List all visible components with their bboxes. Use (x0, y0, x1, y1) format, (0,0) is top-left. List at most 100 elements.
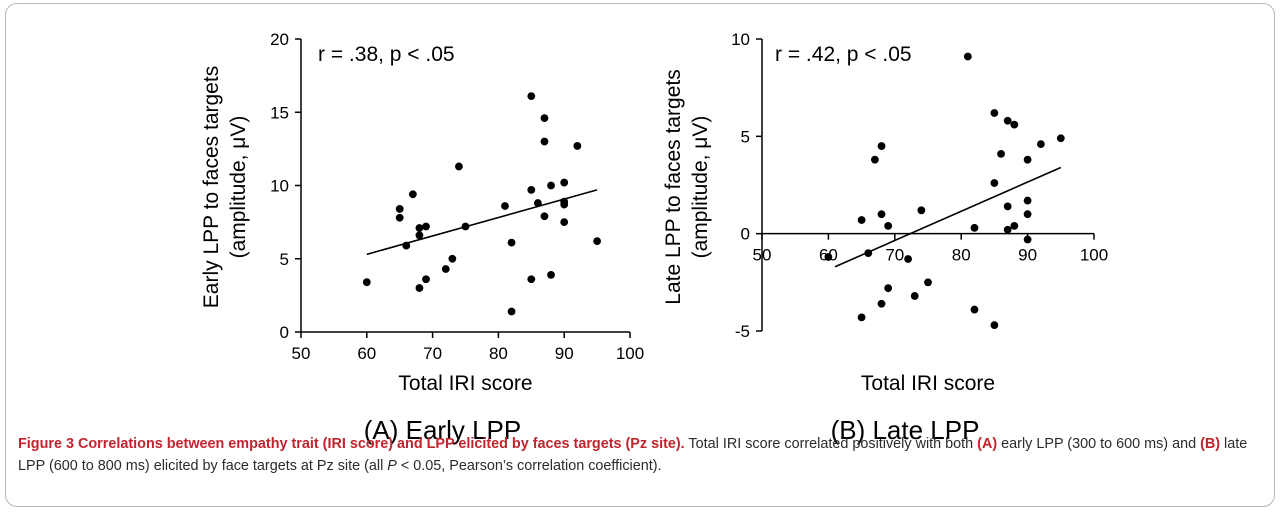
panel-b-x-tick-label: 90 (1018, 246, 1037, 265)
panel-b-label: (B) Late LPP (831, 415, 980, 445)
panel-b-data-point (877, 299, 886, 308)
panel-a-data-point (395, 205, 404, 213)
panel-a-data-point (527, 275, 536, 284)
panel-b-data-point (990, 109, 999, 117)
panel-b-data-point (884, 221, 893, 230)
panel-b-data-point (1023, 196, 1032, 205)
panel-b-y-tick-label: 5 (741, 127, 750, 146)
panel-b-x-tick-label: 80 (952, 246, 971, 265)
panel-b-data-point (970, 223, 979, 232)
panel-a-x-tick-label: 100 (616, 344, 644, 363)
panel-a-data-point (527, 92, 536, 101)
panel-a-y-tick-label: 20 (270, 30, 289, 49)
panel-a-y-tick-label: 15 (270, 103, 289, 122)
panel-b-annotation: r = .42, p < .05 (775, 43, 912, 66)
panel-a-x-tick-label: 60 (357, 344, 376, 363)
panel-b-data-point (970, 305, 979, 314)
caption-ref-a: (A) (977, 436, 998, 452)
panel-a-data-point (408, 190, 417, 199)
panel-b-data-point (1003, 225, 1012, 234)
panel-b-data-point (857, 216, 866, 224)
panel-b-data-point (864, 249, 873, 258)
panel-a-data-point (402, 241, 411, 250)
panel-a-data-point (540, 137, 549, 146)
panel-a-data-point (422, 275, 430, 284)
panel-a-data-point (415, 231, 424, 240)
panel-a-data-point (547, 270, 555, 279)
panel-a-data-point (507, 238, 516, 247)
panel-a-data-point (415, 284, 424, 292)
panel-b-data-point (1056, 134, 1065, 143)
panel-a-data-point (560, 178, 569, 187)
panel-b-x-tick-label: 70 (885, 246, 904, 265)
panel-b-data-point (877, 142, 886, 150)
panel-b-data-point (997, 149, 1005, 158)
panel-b-data-point (963, 52, 972, 61)
panel-b-data-point (870, 155, 879, 164)
panel-a-data-point (441, 265, 450, 273)
panel-b-data-point (824, 253, 833, 261)
panel-b-data-point (1036, 140, 1045, 149)
panel-b-y-tick-label: 0 (741, 225, 750, 244)
caption-text-1: Total IRI score correlated positively wi… (684, 436, 978, 452)
panel-a-x-tick-label: 70 (423, 344, 442, 363)
figure-caption: Figure 3 Correlations between empathy tr… (18, 433, 1266, 477)
panel-b-y-tick-label: -5 (735, 322, 750, 341)
panel-b-data-point (904, 255, 912, 263)
panel-b-data-point (1003, 202, 1012, 211)
panel-a-data-point (415, 224, 424, 232)
panel-a-data-point (507, 307, 516, 316)
panel-a-data-point (573, 142, 582, 150)
panel-a-data-point (455, 162, 463, 171)
panel-b-data-point (1023, 235, 1032, 244)
caption-ref-b: (B) (1200, 436, 1221, 452)
panel-b-y-axis-title-2: (amplitude, μV) (689, 116, 712, 259)
panel-a-data-point (395, 213, 404, 222)
panel-b-data-point (990, 321, 999, 330)
panel-a-data-point (422, 222, 430, 231)
panel-a-data-point (547, 181, 555, 190)
panel-b-x-tick-label: 100 (1080, 246, 1108, 265)
caption-text-3: late LPP (600 to 800 ms) elicited by fac… (18, 436, 1248, 474)
panel-b-trendline (834, 166, 1062, 268)
panel-a-data-point (540, 212, 549, 221)
panel-a-data-point (362, 278, 371, 287)
panel-a-data-point (527, 185, 536, 194)
panel-b-x-tick-label: 50 (753, 246, 772, 265)
panel-a-x-tick-label: 90 (555, 344, 574, 363)
panel-a-data-point (448, 254, 457, 263)
panel-b-data-point (1023, 155, 1032, 164)
panel-b-data-point (1003, 116, 1012, 125)
panel-a-y-axis-title-2: (amplitude, μV) (227, 116, 250, 259)
panel-b-data-point (1010, 120, 1019, 129)
panel-a-data-point (533, 199, 542, 207)
panel-a-data-point (560, 200, 569, 209)
panel-a-label: (A) Early LPP (364, 415, 522, 445)
figure-frame (5, 3, 1275, 507)
panel-a-y-tick-label: 0 (280, 323, 289, 342)
panel-b-x-axis-title: Total IRI score (861, 372, 995, 395)
caption-p-symbol: P (387, 458, 397, 474)
panel-b-data-point (877, 210, 886, 219)
panel-a-y-tick-label: 5 (280, 250, 289, 269)
panel-a-y-tick-label: 10 (270, 177, 289, 196)
panel-a-y-axis-title-1: Early LPP to faces targets (200, 66, 223, 308)
panel-a-x-axis-title: Total IRI score (398, 372, 532, 395)
caption-title: Figure 3 Correlations between empathy tr… (18, 436, 685, 452)
panel-a-data-point (501, 202, 509, 210)
panel-b-y-tick-label: 10 (731, 30, 750, 49)
caption-text-4: < 0.05, Pearson’s correlation coefficien… (396, 458, 662, 474)
panel-a-data-point (461, 222, 470, 231)
panel-a-data-point (560, 218, 569, 227)
panel-b-data-point (910, 292, 919, 300)
panel-b-data-point (857, 313, 866, 322)
panel-b-y-axis-title-1: Late LPP to faces targets (662, 69, 685, 304)
panel-b-data-point (1023, 210, 1032, 219)
panel-b-data-point (990, 179, 999, 187)
panel-a-annotation: r = .38, p < .05 (318, 43, 455, 66)
panel-b-data-point (917, 206, 926, 215)
panel-a-x-tick-label: 80 (489, 344, 508, 363)
caption-text-2: early LPP (300 to 600 ms) and (997, 436, 1201, 452)
panel-b-data-point (884, 284, 893, 293)
